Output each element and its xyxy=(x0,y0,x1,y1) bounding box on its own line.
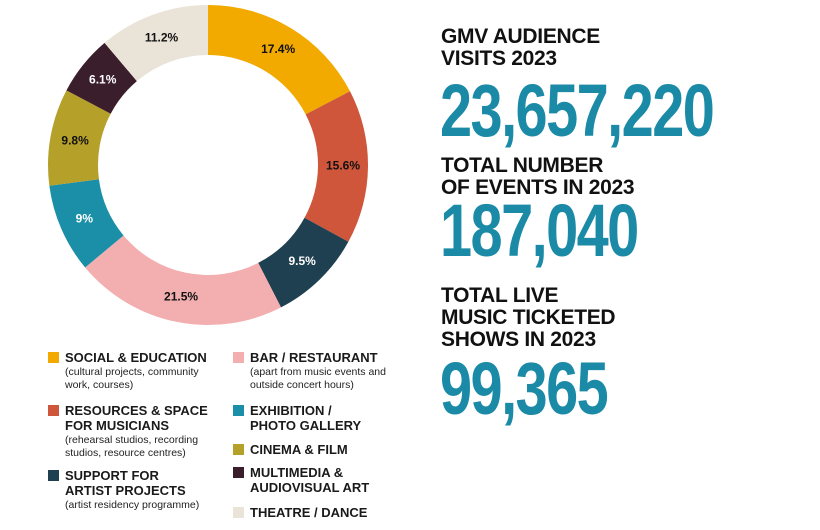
legend-swatch xyxy=(48,470,59,481)
stat-label: GMV AUDIENCE VISITS 2023 xyxy=(441,25,600,70)
legend-swatch xyxy=(233,405,244,416)
donut-slice xyxy=(258,217,349,308)
legend-label: SOCIAL & EDUCATION xyxy=(65,350,207,365)
donut-slice xyxy=(49,179,124,268)
stat-value: 99,365 xyxy=(440,347,609,430)
legend-swatch xyxy=(48,405,59,416)
legend-description: (cultural projects, community work, cour… xyxy=(65,366,199,391)
stat-value: 187,040 xyxy=(440,189,639,272)
legend-label: BAR / RESTAURANT xyxy=(250,350,378,365)
slice-label: 9.8% xyxy=(61,133,89,147)
legend-description: (apart from music events and outside con… xyxy=(250,366,386,391)
slice-label: 11.2% xyxy=(145,30,179,44)
donut-slice xyxy=(104,5,208,82)
slice-label: 9% xyxy=(76,211,94,225)
slice-label: 15.6% xyxy=(326,159,360,173)
legend-swatch xyxy=(233,352,244,363)
legend-label: RESOURCES & SPACE FOR MUSICIANS xyxy=(65,403,208,433)
legend-swatch xyxy=(233,507,244,518)
slice-label: 6.1% xyxy=(89,73,117,87)
legend-swatch xyxy=(48,352,59,363)
slice-label: 21.5% xyxy=(164,289,198,303)
donut-slice xyxy=(208,5,351,115)
legend-label: THEATRE / DANCE xyxy=(250,505,368,520)
slice-label: 9.5% xyxy=(288,254,316,268)
donut-slice xyxy=(66,42,137,114)
legend-label: MULTIMEDIA & AUDIOVISUAL ART xyxy=(250,465,370,495)
donut-slice xyxy=(85,235,282,325)
stat-label: TOTAL LIVE MUSIC TICKETED SHOWS IN 2023 xyxy=(441,284,616,351)
stat-value: 23,657,220 xyxy=(440,69,715,152)
legend-swatch xyxy=(233,444,244,455)
donut-slice xyxy=(304,91,368,242)
donut-slice xyxy=(48,90,111,186)
stat-label: TOTAL NUMBER OF EVENTS IN 2023 xyxy=(441,154,635,199)
legend-swatch xyxy=(233,467,244,478)
slice-label: 17.4% xyxy=(261,42,295,56)
donut-chart: 17.4% 15.6% 9.5% 21.5% 9% 9.8% 6.1% 11.2% xyxy=(48,5,368,325)
legend-label: CINEMA & FILM xyxy=(250,442,348,457)
legend-label: SUPPORT FOR ARTIST PROJECTS xyxy=(65,468,186,498)
legend-description: (artist residency programme) xyxy=(65,499,200,511)
legend-label: EXHIBITION / PHOTO GALLERY xyxy=(250,403,362,433)
legend-description: (rehearsal studios, recording studios, r… xyxy=(65,434,199,459)
